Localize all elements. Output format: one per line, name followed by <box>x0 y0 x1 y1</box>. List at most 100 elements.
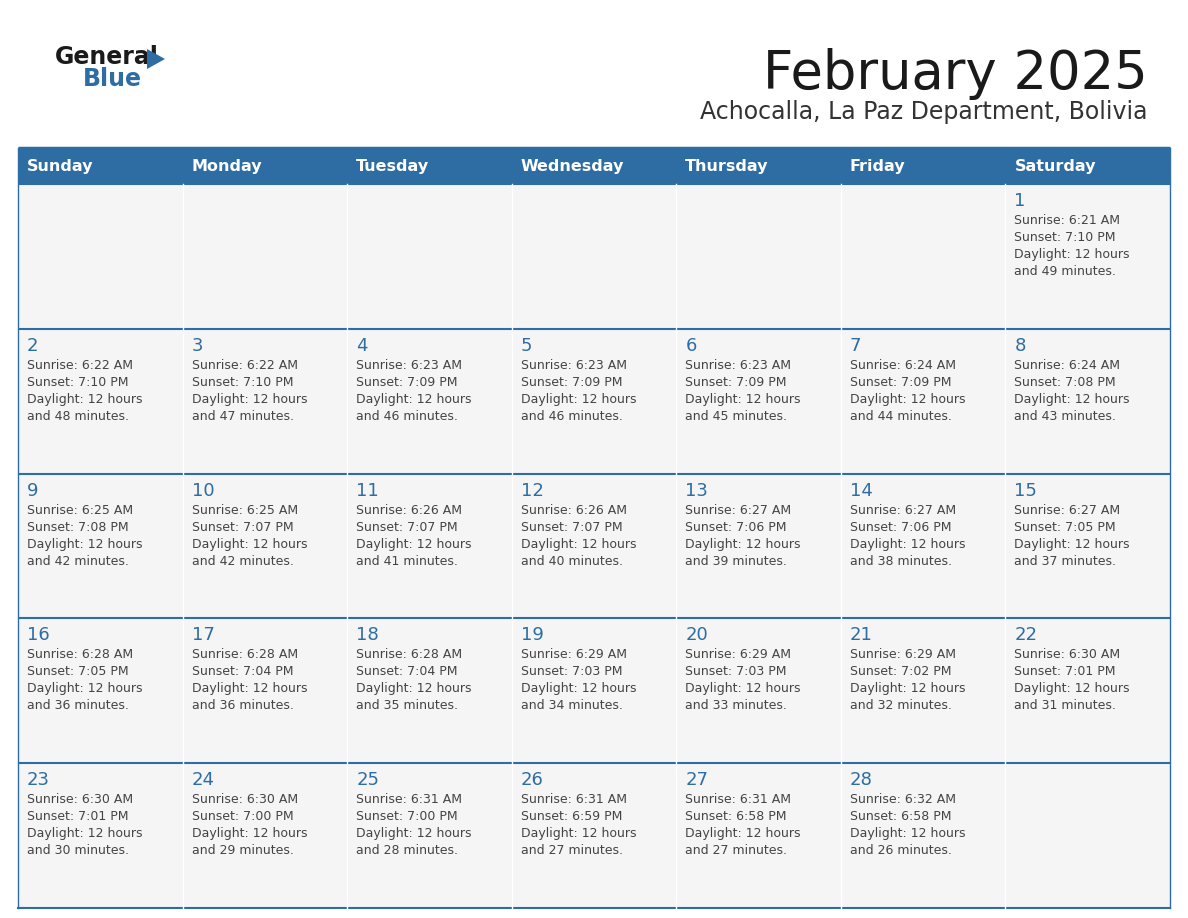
Bar <box>18 184 183 329</box>
Text: Sunrise: 6:23 AM: Sunrise: 6:23 AM <box>685 359 791 372</box>
Text: Sunset: 7:10 PM: Sunset: 7:10 PM <box>191 375 293 389</box>
Text: 25: 25 <box>356 771 379 789</box>
Bar <box>347 763 512 908</box>
Text: 2: 2 <box>27 337 38 354</box>
Text: 13: 13 <box>685 482 708 499</box>
Bar <box>676 619 841 763</box>
Text: Sunrise: 6:25 AM: Sunrise: 6:25 AM <box>27 504 133 517</box>
Bar <box>183 184 347 329</box>
Text: Achocalla, La Paz Department, Bolivia: Achocalla, La Paz Department, Bolivia <box>701 100 1148 124</box>
Text: Daylight: 12 hours: Daylight: 12 hours <box>520 827 637 840</box>
Text: Daylight: 12 hours: Daylight: 12 hours <box>849 827 966 840</box>
Text: and 30 minutes.: and 30 minutes. <box>27 845 129 857</box>
Text: Daylight: 12 hours: Daylight: 12 hours <box>356 538 472 551</box>
Text: 12: 12 <box>520 482 544 499</box>
Text: and 32 minutes.: and 32 minutes. <box>849 700 952 712</box>
Text: Daylight: 12 hours: Daylight: 12 hours <box>27 393 143 406</box>
Bar <box>1005 184 1170 329</box>
Text: and 37 minutes.: and 37 minutes. <box>1015 554 1117 567</box>
Text: Sunset: 7:05 PM: Sunset: 7:05 PM <box>27 666 128 678</box>
Text: Sunrise: 6:29 AM: Sunrise: 6:29 AM <box>849 648 956 661</box>
Text: General: General <box>55 45 159 69</box>
Text: and 27 minutes.: and 27 minutes. <box>685 845 788 857</box>
Text: Sunrise: 6:27 AM: Sunrise: 6:27 AM <box>849 504 956 517</box>
Text: Sunrise: 6:21 AM: Sunrise: 6:21 AM <box>1015 214 1120 227</box>
Text: and 46 minutes.: and 46 minutes. <box>520 409 623 423</box>
Text: Sunrise: 6:24 AM: Sunrise: 6:24 AM <box>849 359 956 372</box>
Text: Sunrise: 6:29 AM: Sunrise: 6:29 AM <box>685 648 791 661</box>
Text: Sunrise: 6:26 AM: Sunrise: 6:26 AM <box>520 504 627 517</box>
Text: Sunrise: 6:26 AM: Sunrise: 6:26 AM <box>356 504 462 517</box>
Text: Daylight: 12 hours: Daylight: 12 hours <box>1015 538 1130 551</box>
Text: 22: 22 <box>1015 626 1037 644</box>
Text: Sunset: 7:06 PM: Sunset: 7:06 PM <box>685 521 786 533</box>
Text: Tuesday: Tuesday <box>356 159 429 174</box>
Text: Sunrise: 6:23 AM: Sunrise: 6:23 AM <box>520 359 627 372</box>
Polygon shape <box>147 49 165 69</box>
Text: Sunset: 7:08 PM: Sunset: 7:08 PM <box>1015 375 1116 389</box>
Text: Sunset: 7:04 PM: Sunset: 7:04 PM <box>356 666 457 678</box>
Text: Sunset: 7:07 PM: Sunset: 7:07 PM <box>191 521 293 533</box>
Text: Daylight: 12 hours: Daylight: 12 hours <box>27 827 143 840</box>
Text: and 36 minutes.: and 36 minutes. <box>191 700 293 712</box>
Bar <box>676 474 841 619</box>
Text: Daylight: 12 hours: Daylight: 12 hours <box>685 827 801 840</box>
Bar <box>183 148 347 184</box>
Text: Sunrise: 6:25 AM: Sunrise: 6:25 AM <box>191 504 298 517</box>
Text: 10: 10 <box>191 482 214 499</box>
Text: Sunset: 7:04 PM: Sunset: 7:04 PM <box>191 666 293 678</box>
Text: 18: 18 <box>356 626 379 644</box>
Text: 27: 27 <box>685 771 708 789</box>
Text: Daylight: 12 hours: Daylight: 12 hours <box>849 538 966 551</box>
Text: and 40 minutes.: and 40 minutes. <box>520 554 623 567</box>
Text: Sunrise: 6:28 AM: Sunrise: 6:28 AM <box>356 648 462 661</box>
Text: Sunrise: 6:30 AM: Sunrise: 6:30 AM <box>191 793 298 806</box>
Text: 17: 17 <box>191 626 215 644</box>
Text: 3: 3 <box>191 337 203 354</box>
Text: Daylight: 12 hours: Daylight: 12 hours <box>685 682 801 696</box>
Text: 26: 26 <box>520 771 544 789</box>
Bar <box>1005 619 1170 763</box>
Text: 15: 15 <box>1015 482 1037 499</box>
Text: Daylight: 12 hours: Daylight: 12 hours <box>191 538 307 551</box>
Text: Daylight: 12 hours: Daylight: 12 hours <box>356 682 472 696</box>
Text: Blue: Blue <box>83 67 143 91</box>
Text: and 39 minutes.: and 39 minutes. <box>685 554 788 567</box>
Text: Sunset: 7:07 PM: Sunset: 7:07 PM <box>356 521 457 533</box>
Bar <box>347 474 512 619</box>
Text: Sunrise: 6:31 AM: Sunrise: 6:31 AM <box>520 793 627 806</box>
Text: Sunrise: 6:30 AM: Sunrise: 6:30 AM <box>27 793 133 806</box>
Text: Sunset: 7:08 PM: Sunset: 7:08 PM <box>27 521 128 533</box>
Text: and 47 minutes.: and 47 minutes. <box>191 409 293 423</box>
Text: Daylight: 12 hours: Daylight: 12 hours <box>27 538 143 551</box>
Bar <box>676 184 841 329</box>
Bar <box>512 148 676 184</box>
Text: Daylight: 12 hours: Daylight: 12 hours <box>27 682 143 696</box>
Bar <box>183 329 347 474</box>
Bar <box>841 148 1005 184</box>
Text: Wednesday: Wednesday <box>520 159 624 174</box>
Text: 5: 5 <box>520 337 532 354</box>
Text: Sunset: 7:00 PM: Sunset: 7:00 PM <box>356 811 457 823</box>
Bar <box>512 329 676 474</box>
Bar <box>1005 148 1170 184</box>
Text: Sunset: 7:01 PM: Sunset: 7:01 PM <box>27 811 128 823</box>
Text: 1: 1 <box>1015 192 1025 210</box>
Text: Daylight: 12 hours: Daylight: 12 hours <box>520 538 637 551</box>
Bar <box>841 184 1005 329</box>
Text: Sunrise: 6:24 AM: Sunrise: 6:24 AM <box>1015 359 1120 372</box>
Text: Daylight: 12 hours: Daylight: 12 hours <box>685 538 801 551</box>
Text: Sunrise: 6:31 AM: Sunrise: 6:31 AM <box>685 793 791 806</box>
Text: and 44 minutes.: and 44 minutes. <box>849 409 952 423</box>
Bar <box>676 763 841 908</box>
Text: 20: 20 <box>685 626 708 644</box>
Text: Sunset: 7:09 PM: Sunset: 7:09 PM <box>849 375 952 389</box>
Text: and 49 minutes.: and 49 minutes. <box>1015 265 1117 278</box>
Bar <box>18 619 183 763</box>
Text: and 31 minutes.: and 31 minutes. <box>1015 700 1117 712</box>
Text: 6: 6 <box>685 337 696 354</box>
Text: 11: 11 <box>356 482 379 499</box>
Bar <box>347 329 512 474</box>
Text: Daylight: 12 hours: Daylight: 12 hours <box>520 682 637 696</box>
Text: Sunset: 6:59 PM: Sunset: 6:59 PM <box>520 811 623 823</box>
